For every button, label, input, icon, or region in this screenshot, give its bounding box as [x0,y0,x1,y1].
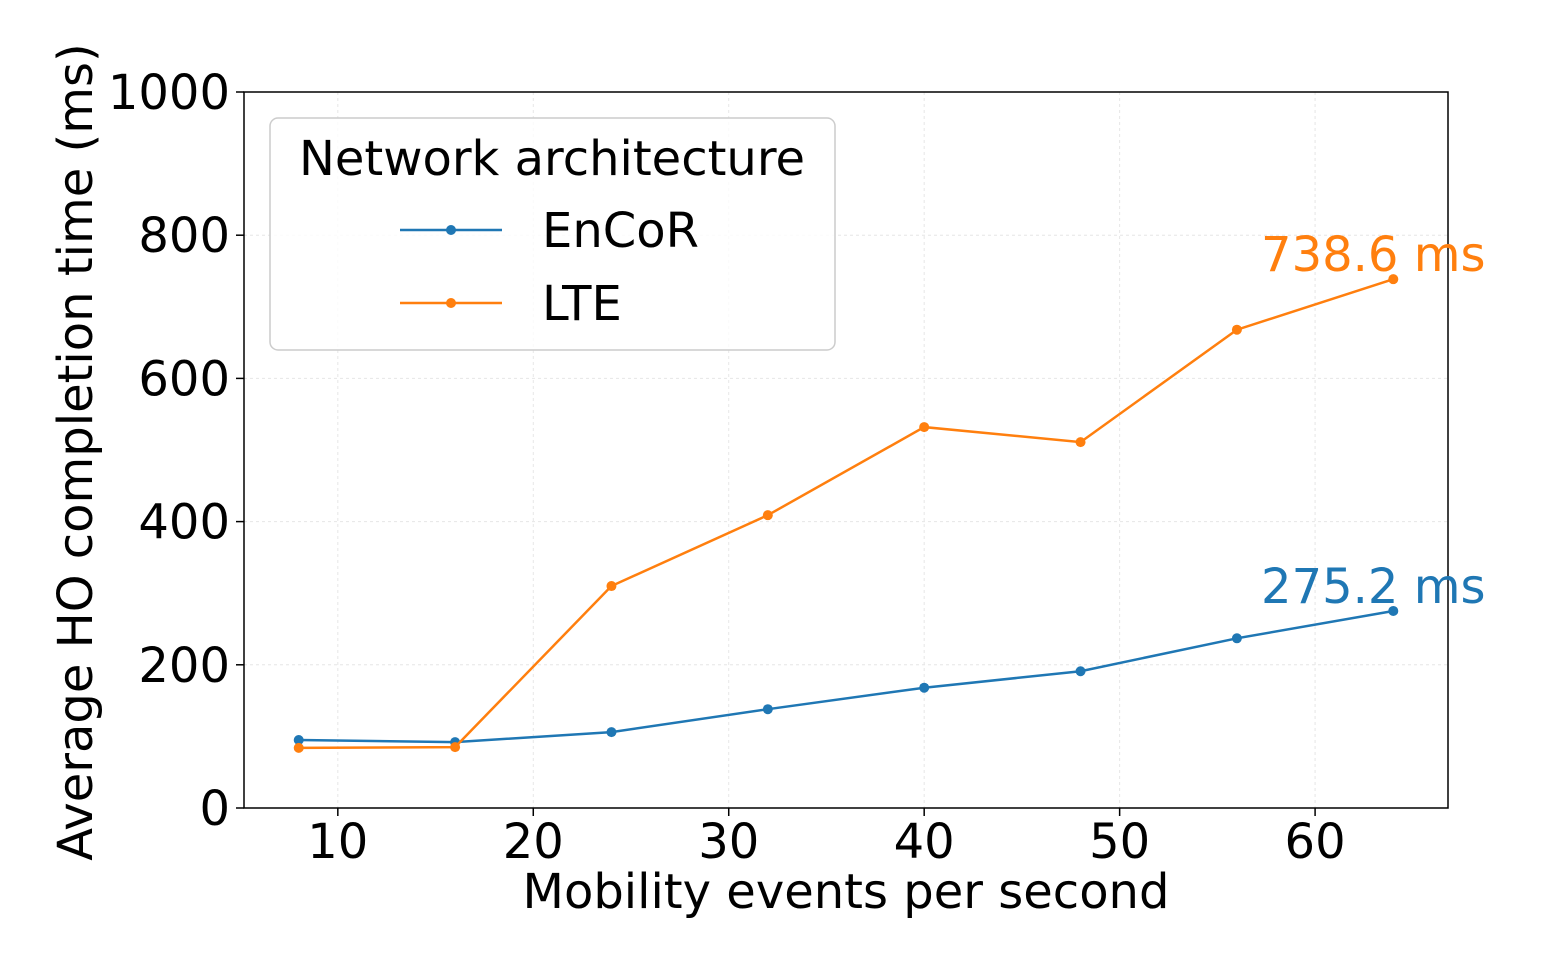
x-tick-label: 30 [698,814,759,870]
value-label: 275.2 ms [1261,559,1485,615]
legend-marker [446,225,456,235]
y-tick-label: 400 [138,495,230,551]
value-label: 738.6 ms [1261,227,1485,283]
x-tick-label: 10 [307,814,368,870]
data-point [1388,274,1399,285]
legend-title: Network architecture [299,131,805,187]
x-tick-label: 40 [894,814,955,870]
y-tick-label: 200 [138,638,230,694]
x-axis-label: Mobility events per second [523,864,1170,920]
legend-marker [446,298,456,308]
data-point [293,734,304,745]
y-tick-label: 1000 [108,65,230,121]
data-point [762,704,773,715]
data-point [762,510,773,521]
data-point [919,682,930,693]
y-tick-label: 600 [138,351,230,407]
data-point [919,422,930,433]
data-point [606,727,617,738]
series-line [298,609,1394,744]
data-point [1075,666,1086,677]
data-point [1388,605,1399,616]
data-point [606,581,617,592]
data-point [1075,437,1086,448]
data-point [1231,324,1242,335]
legend-box [269,117,836,351]
plot-frame [243,91,1449,809]
legend-label: LTE [542,276,622,332]
data-point [450,742,461,753]
data-point [1231,633,1242,644]
y-tick-label: 0 [199,781,230,837]
series-line [298,277,1394,750]
x-tick-label: 60 [1285,814,1346,870]
y-axis-label: Average HO completion time (ms) [48,43,104,860]
x-tick-label: 20 [503,814,564,870]
y-tick-label: 800 [138,208,230,264]
x-tick-label: 50 [1089,814,1150,870]
legend-label: EnCoR [542,203,699,259]
data-point [293,742,304,753]
